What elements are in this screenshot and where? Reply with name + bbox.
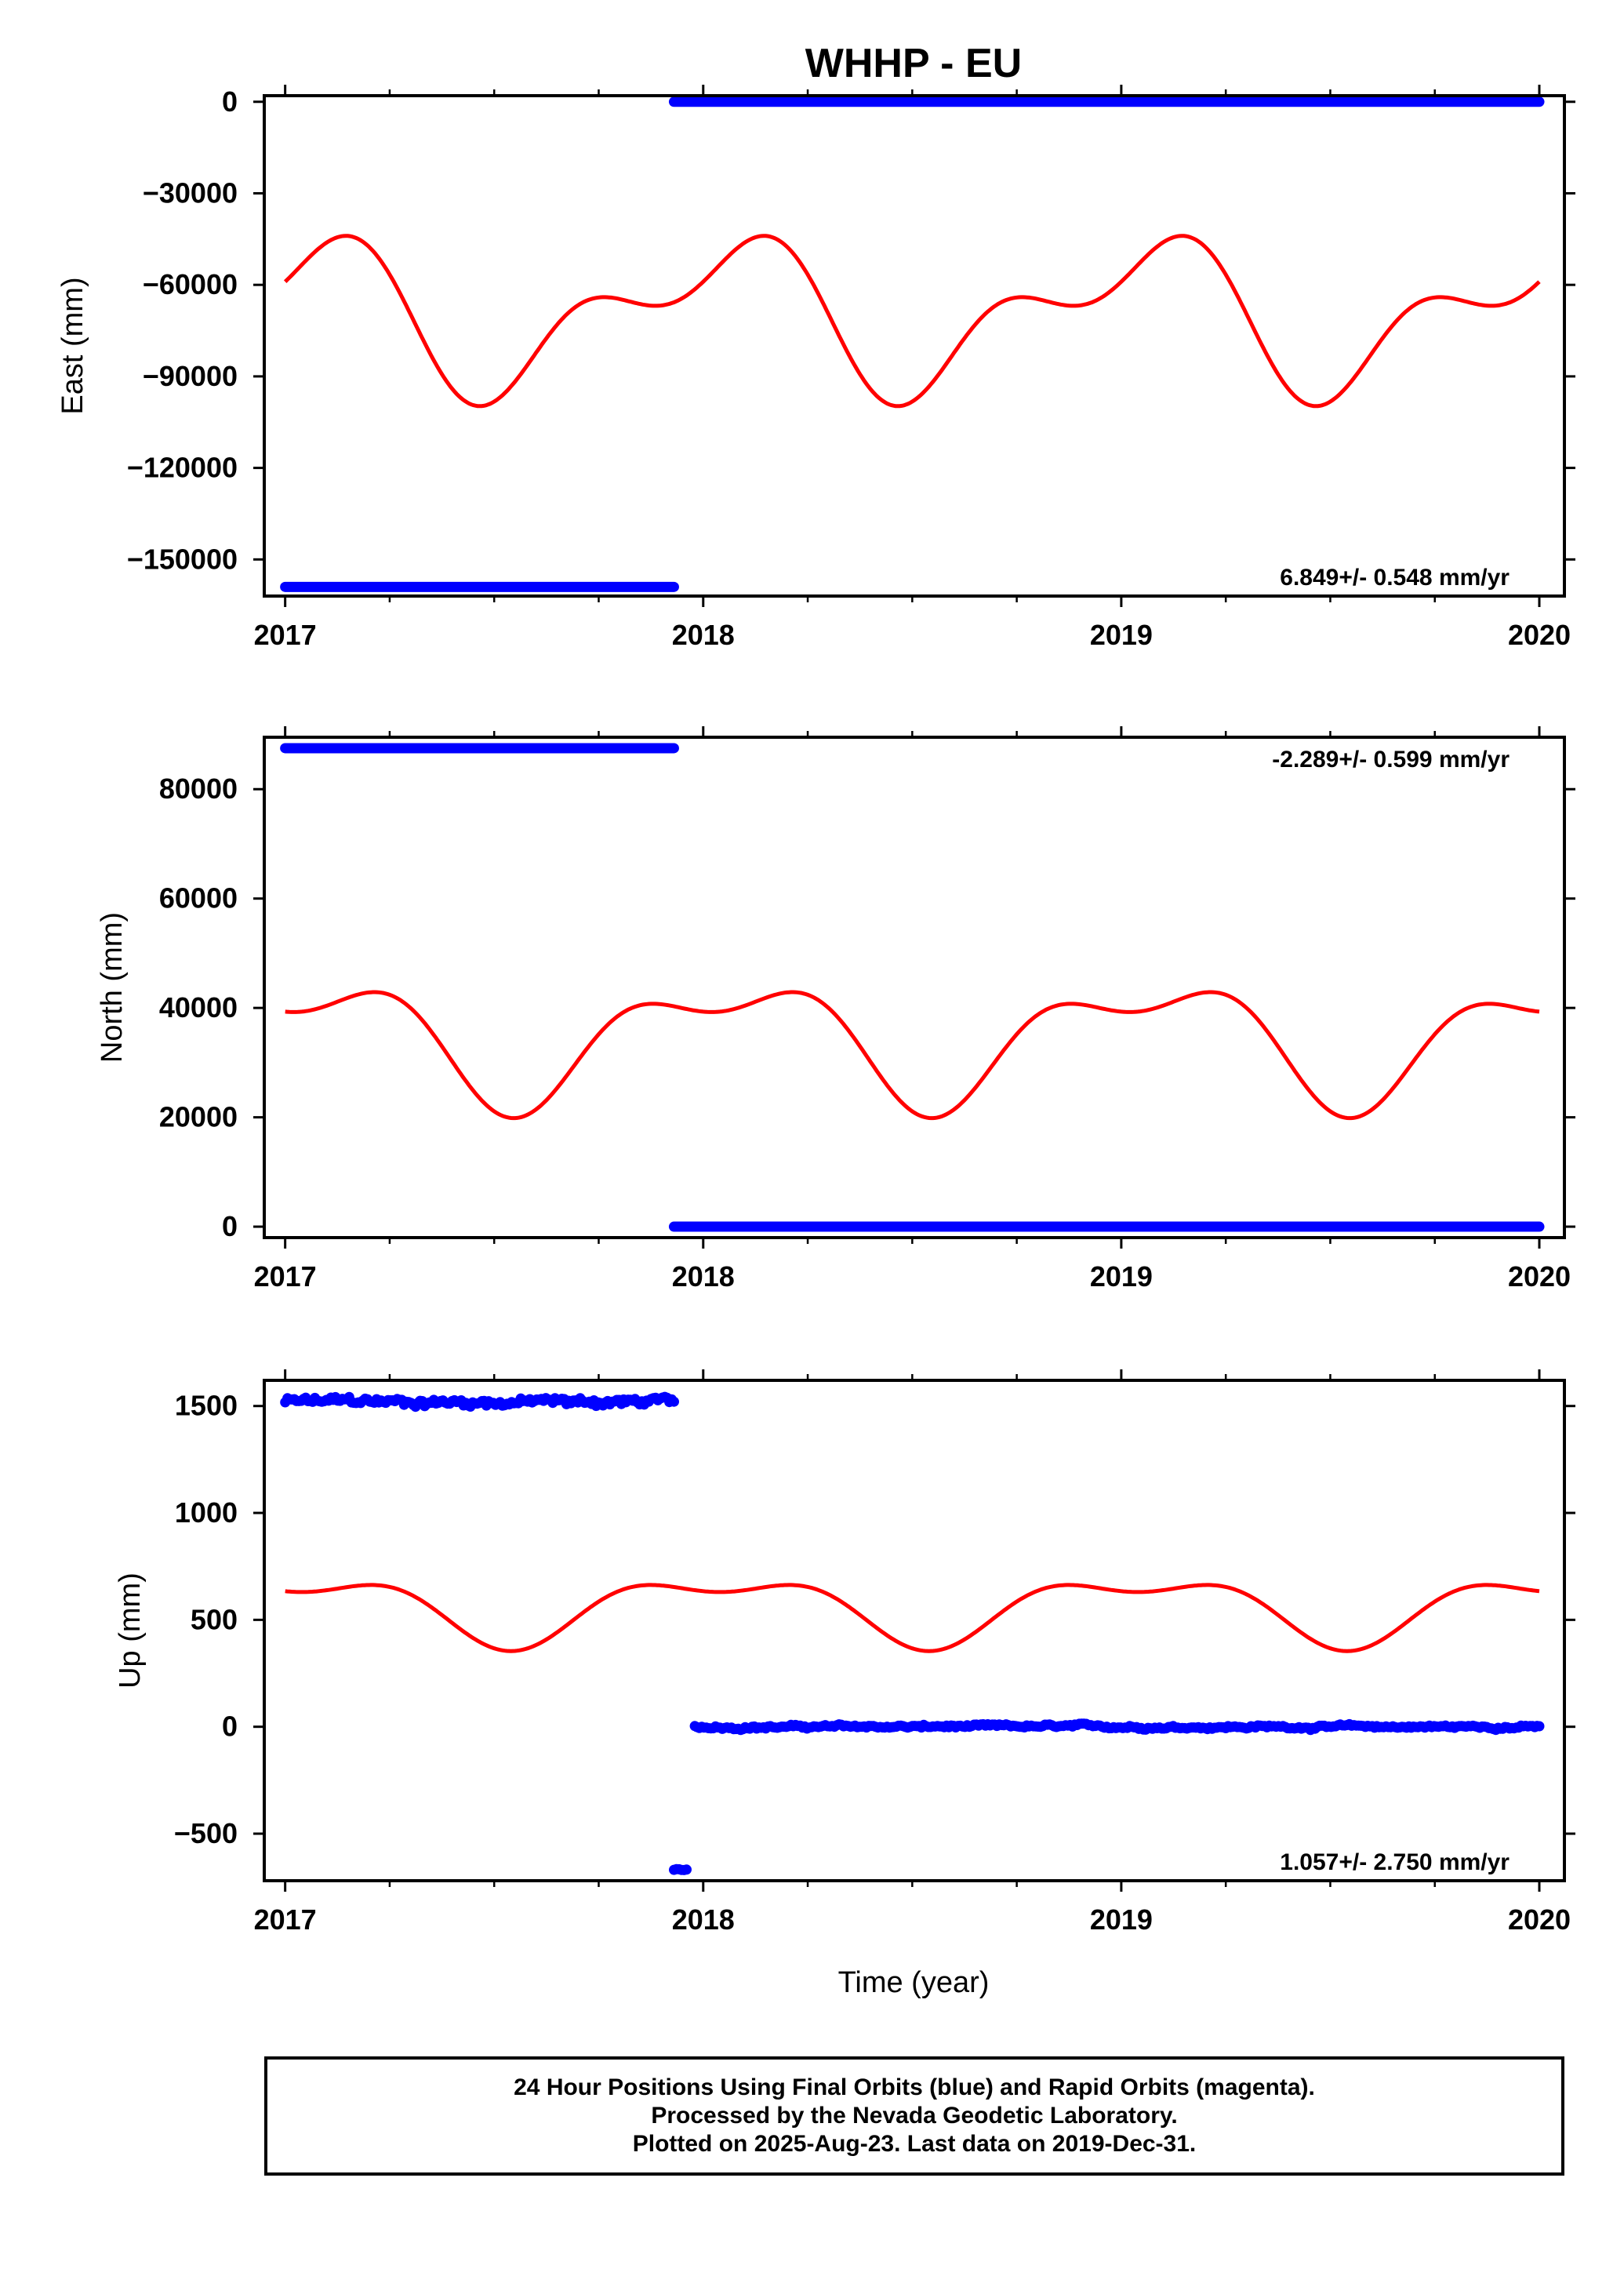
data-series-final [689, 1718, 1545, 1736]
x-tick-label: 2020 [1508, 1260, 1571, 1293]
rate-label: 1.057+/- 2.750 mm/yr [1280, 1849, 1510, 1875]
x-tick-label: 2018 [672, 1903, 735, 1936]
y-tick-label: 0 [222, 85, 238, 118]
y-axis-label: East (mm) [56, 277, 89, 414]
footer-line: Plotted on 2025-Aug-23. Last data on 201… [632, 2131, 1197, 2157]
y-tick-label: 0 [222, 1210, 238, 1242]
y-tick-label: 60000 [159, 882, 238, 914]
y-tick-label: 1500 [175, 1390, 238, 1422]
plot-area [280, 743, 1545, 1232]
y-tick-label: 40000 [159, 991, 238, 1023]
x-tick-label: 2019 [1090, 1260, 1153, 1293]
x-tick-label: 2020 [1508, 1903, 1571, 1936]
x-tick-label: 2018 [672, 619, 735, 651]
plot-area [280, 96, 1545, 592]
model-curve [283, 234, 1541, 409]
footer-line: 24 Hour Positions Using Final Orbits (bl… [514, 2074, 1315, 2100]
plot-frame [263, 736, 1566, 1239]
x-tick-label: 2017 [254, 619, 317, 651]
data-point [681, 1864, 692, 1875]
data-series-final [669, 1863, 692, 1875]
data-point [669, 1396, 679, 1407]
footer-line: Processed by the Nevada Geodetic Laborat… [651, 2103, 1178, 2129]
panel-2: 2017 2018 2019 2020 0 20000 40000 60000 80000 Nor… [96, 726, 1575, 1293]
x-tick-label: 2020 [1508, 619, 1571, 651]
chart-title: WHHP - EU [805, 41, 1022, 86]
rate-label: 6.849+/- 0.548 mm/yr [1280, 565, 1510, 591]
model-curve [285, 990, 1540, 1121]
x-tick-label: 2017 [254, 1260, 317, 1293]
y-tick-label: −120000 [127, 452, 238, 484]
y-tick-label: −60000 [143, 268, 238, 300]
x-tick-label: 2017 [254, 1903, 317, 1936]
panel-3: 2017 2018 2019 2020 1500 1000 500 0 −500 Up (mm) 1… [114, 1369, 1575, 1936]
data-series-final [280, 1391, 679, 1413]
panel-1: 2017 2018 2019 2020 0 −30000 −60000 −90000 −1200… [56, 85, 1575, 651]
data-point [1534, 1721, 1545, 1732]
plot-frame [263, 1379, 1566, 1882]
y-tick-label: 0 [222, 1711, 238, 1743]
plot-area [280, 1391, 1545, 1875]
y-tick-label: 500 [191, 1603, 238, 1635]
x-axis-label: Time (year) [838, 1966, 990, 1999]
y-axis-label: Up (mm) [114, 1572, 147, 1689]
plot-frame [263, 94, 1566, 598]
footer-box: 24 Hour Positions Using Final Orbits (bl… [264, 2056, 1564, 2176]
rate-label: -2.289+/- 0.599 mm/yr [1272, 747, 1510, 773]
y-tick-label: −90000 [143, 360, 238, 392]
x-tick-label: 2019 [1090, 1903, 1153, 1936]
y-axis-label: North (mm) [96, 912, 129, 1063]
x-tick-label: 2019 [1090, 619, 1153, 651]
y-tick-label: −500 [174, 1817, 238, 1849]
y-tick-label: −150000 [127, 543, 238, 575]
model-curve [285, 1583, 1540, 1653]
y-tick-label: −30000 [143, 176, 238, 209]
y-tick-label: 1000 [175, 1496, 238, 1529]
x-tick-label: 2018 [672, 1260, 735, 1293]
y-tick-label: 80000 [159, 773, 238, 805]
y-tick-label: 20000 [159, 1101, 238, 1133]
